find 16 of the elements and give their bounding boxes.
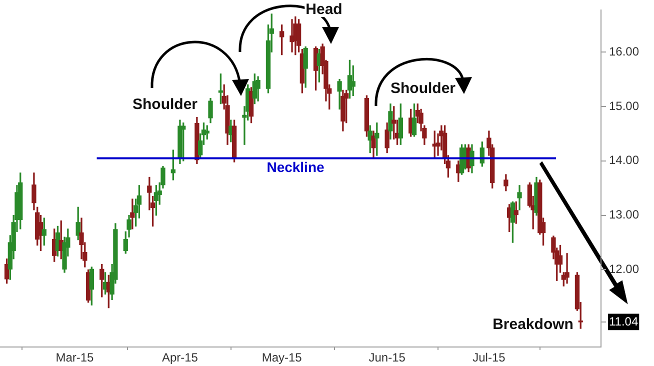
annotation: Head bbox=[306, 1, 342, 18]
annotation: Shoulder bbox=[132, 96, 198, 114]
y-tick-label: 16.00 bbox=[609, 44, 640, 58]
y-tick-label: 12.00 bbox=[609, 262, 640, 276]
x-tick-label: Jul-15 bbox=[472, 350, 506, 365]
x-tick-label: Mar-15 bbox=[56, 350, 94, 365]
annotation: Shoulder bbox=[390, 80, 456, 98]
x-tick-label: Apr-15 bbox=[162, 350, 198, 365]
x-tick-label: May-15 bbox=[262, 350, 302, 365]
y-tick-label: 11.04 bbox=[609, 314, 638, 328]
y-tick-label: 14.00 bbox=[609, 153, 640, 168]
annotation: Breakdown bbox=[492, 316, 574, 334]
y-tick-label: 13.00 bbox=[609, 208, 640, 222]
ref-line-label: Neckline bbox=[266, 159, 325, 176]
x-tick-label: Jun-15 bbox=[368, 350, 406, 365]
y-tick-label: 15.00 bbox=[609, 98, 640, 113]
